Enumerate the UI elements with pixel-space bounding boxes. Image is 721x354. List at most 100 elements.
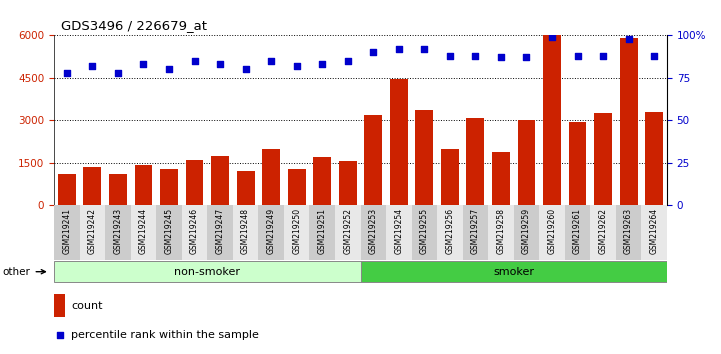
Text: GSM219248: GSM219248 [241, 208, 250, 254]
Text: GSM219259: GSM219259 [522, 208, 531, 254]
Text: count: count [71, 301, 102, 311]
Bar [543, 35, 561, 205]
Bar [309, 205, 335, 260]
Point [368, 50, 379, 55]
Text: GSM219264: GSM219264 [650, 208, 659, 254]
Text: GSM219260: GSM219260 [547, 208, 557, 254]
Bar [105, 205, 131, 260]
Point [163, 67, 174, 72]
Bar [594, 113, 612, 205]
Point [495, 55, 507, 60]
Bar [131, 205, 156, 260]
Bar [645, 112, 663, 205]
Bar [211, 156, 229, 205]
Point [291, 63, 302, 69]
Point [112, 70, 124, 76]
Bar [160, 169, 178, 205]
Point [87, 63, 98, 69]
Bar [518, 120, 536, 205]
Point [54, 333, 66, 338]
Bar [386, 205, 412, 260]
Bar [185, 160, 203, 205]
Bar [492, 152, 510, 205]
Text: GSM219249: GSM219249 [267, 208, 275, 254]
Bar [466, 118, 485, 205]
Bar [463, 205, 488, 260]
Point [572, 53, 583, 59]
Bar [437, 205, 463, 260]
Bar [335, 205, 360, 260]
Text: percentile rank within the sample: percentile rank within the sample [71, 330, 259, 341]
Bar [339, 161, 357, 205]
Text: GSM219241: GSM219241 [62, 208, 71, 254]
Bar [441, 149, 459, 205]
Point [444, 53, 456, 59]
Bar [412, 205, 437, 260]
Bar [313, 157, 331, 205]
Text: GSM219253: GSM219253 [368, 208, 378, 254]
Bar [488, 205, 514, 260]
Text: GSM219246: GSM219246 [190, 208, 199, 254]
Text: GSM219245: GSM219245 [164, 208, 174, 254]
Bar [284, 205, 309, 260]
Text: GSM219252: GSM219252 [343, 208, 353, 254]
Point [61, 70, 73, 76]
Bar [84, 167, 102, 205]
Point [547, 34, 558, 40]
Text: GSM219251: GSM219251 [318, 208, 327, 254]
Bar [288, 169, 306, 205]
Text: GSM219258: GSM219258 [497, 208, 505, 254]
Point [597, 53, 609, 59]
Point [419, 46, 430, 52]
Text: GSM219242: GSM219242 [88, 208, 97, 254]
Bar [642, 205, 667, 260]
Point [317, 62, 328, 67]
Bar [54, 205, 79, 260]
Bar [415, 110, 433, 205]
Bar [258, 205, 284, 260]
Text: GSM219243: GSM219243 [113, 208, 123, 254]
Text: smoker: smoker [493, 267, 534, 277]
Bar [182, 205, 208, 260]
Bar [565, 205, 590, 260]
Text: GSM219256: GSM219256 [446, 208, 454, 254]
Text: GSM219262: GSM219262 [598, 208, 608, 254]
Point [648, 53, 660, 59]
Point [623, 36, 634, 42]
Bar [569, 122, 586, 205]
Bar [364, 115, 382, 205]
Bar [58, 174, 76, 205]
Text: GSM219254: GSM219254 [394, 208, 403, 254]
Text: GSM219263: GSM219263 [624, 208, 633, 254]
Bar [360, 261, 667, 282]
Bar [590, 205, 616, 260]
Point [240, 67, 252, 72]
Text: GSM219244: GSM219244 [139, 208, 148, 254]
Text: GSM219255: GSM219255 [420, 208, 429, 254]
Bar [135, 165, 152, 205]
Bar [233, 205, 258, 260]
Text: other: other [3, 267, 45, 277]
Bar [390, 79, 408, 205]
Text: GDS3496 / 226679_at: GDS3496 / 226679_at [61, 19, 207, 32]
Text: GSM219247: GSM219247 [216, 208, 224, 254]
Point [265, 58, 277, 64]
Point [342, 58, 353, 64]
Bar [539, 205, 565, 260]
Point [138, 62, 149, 67]
Text: non-smoker: non-smoker [174, 267, 240, 277]
Bar [208, 205, 233, 260]
Bar [360, 205, 386, 260]
Bar [156, 205, 182, 260]
Bar [54, 261, 360, 282]
Text: GSM219261: GSM219261 [573, 208, 582, 254]
Text: GSM219250: GSM219250 [292, 208, 301, 254]
Bar [619, 38, 637, 205]
Bar [513, 205, 539, 260]
Point [521, 55, 532, 60]
Point [469, 53, 481, 59]
Bar [54, 295, 65, 317]
Text: GSM219257: GSM219257 [471, 208, 480, 254]
Bar [262, 149, 280, 205]
Bar [79, 205, 105, 260]
